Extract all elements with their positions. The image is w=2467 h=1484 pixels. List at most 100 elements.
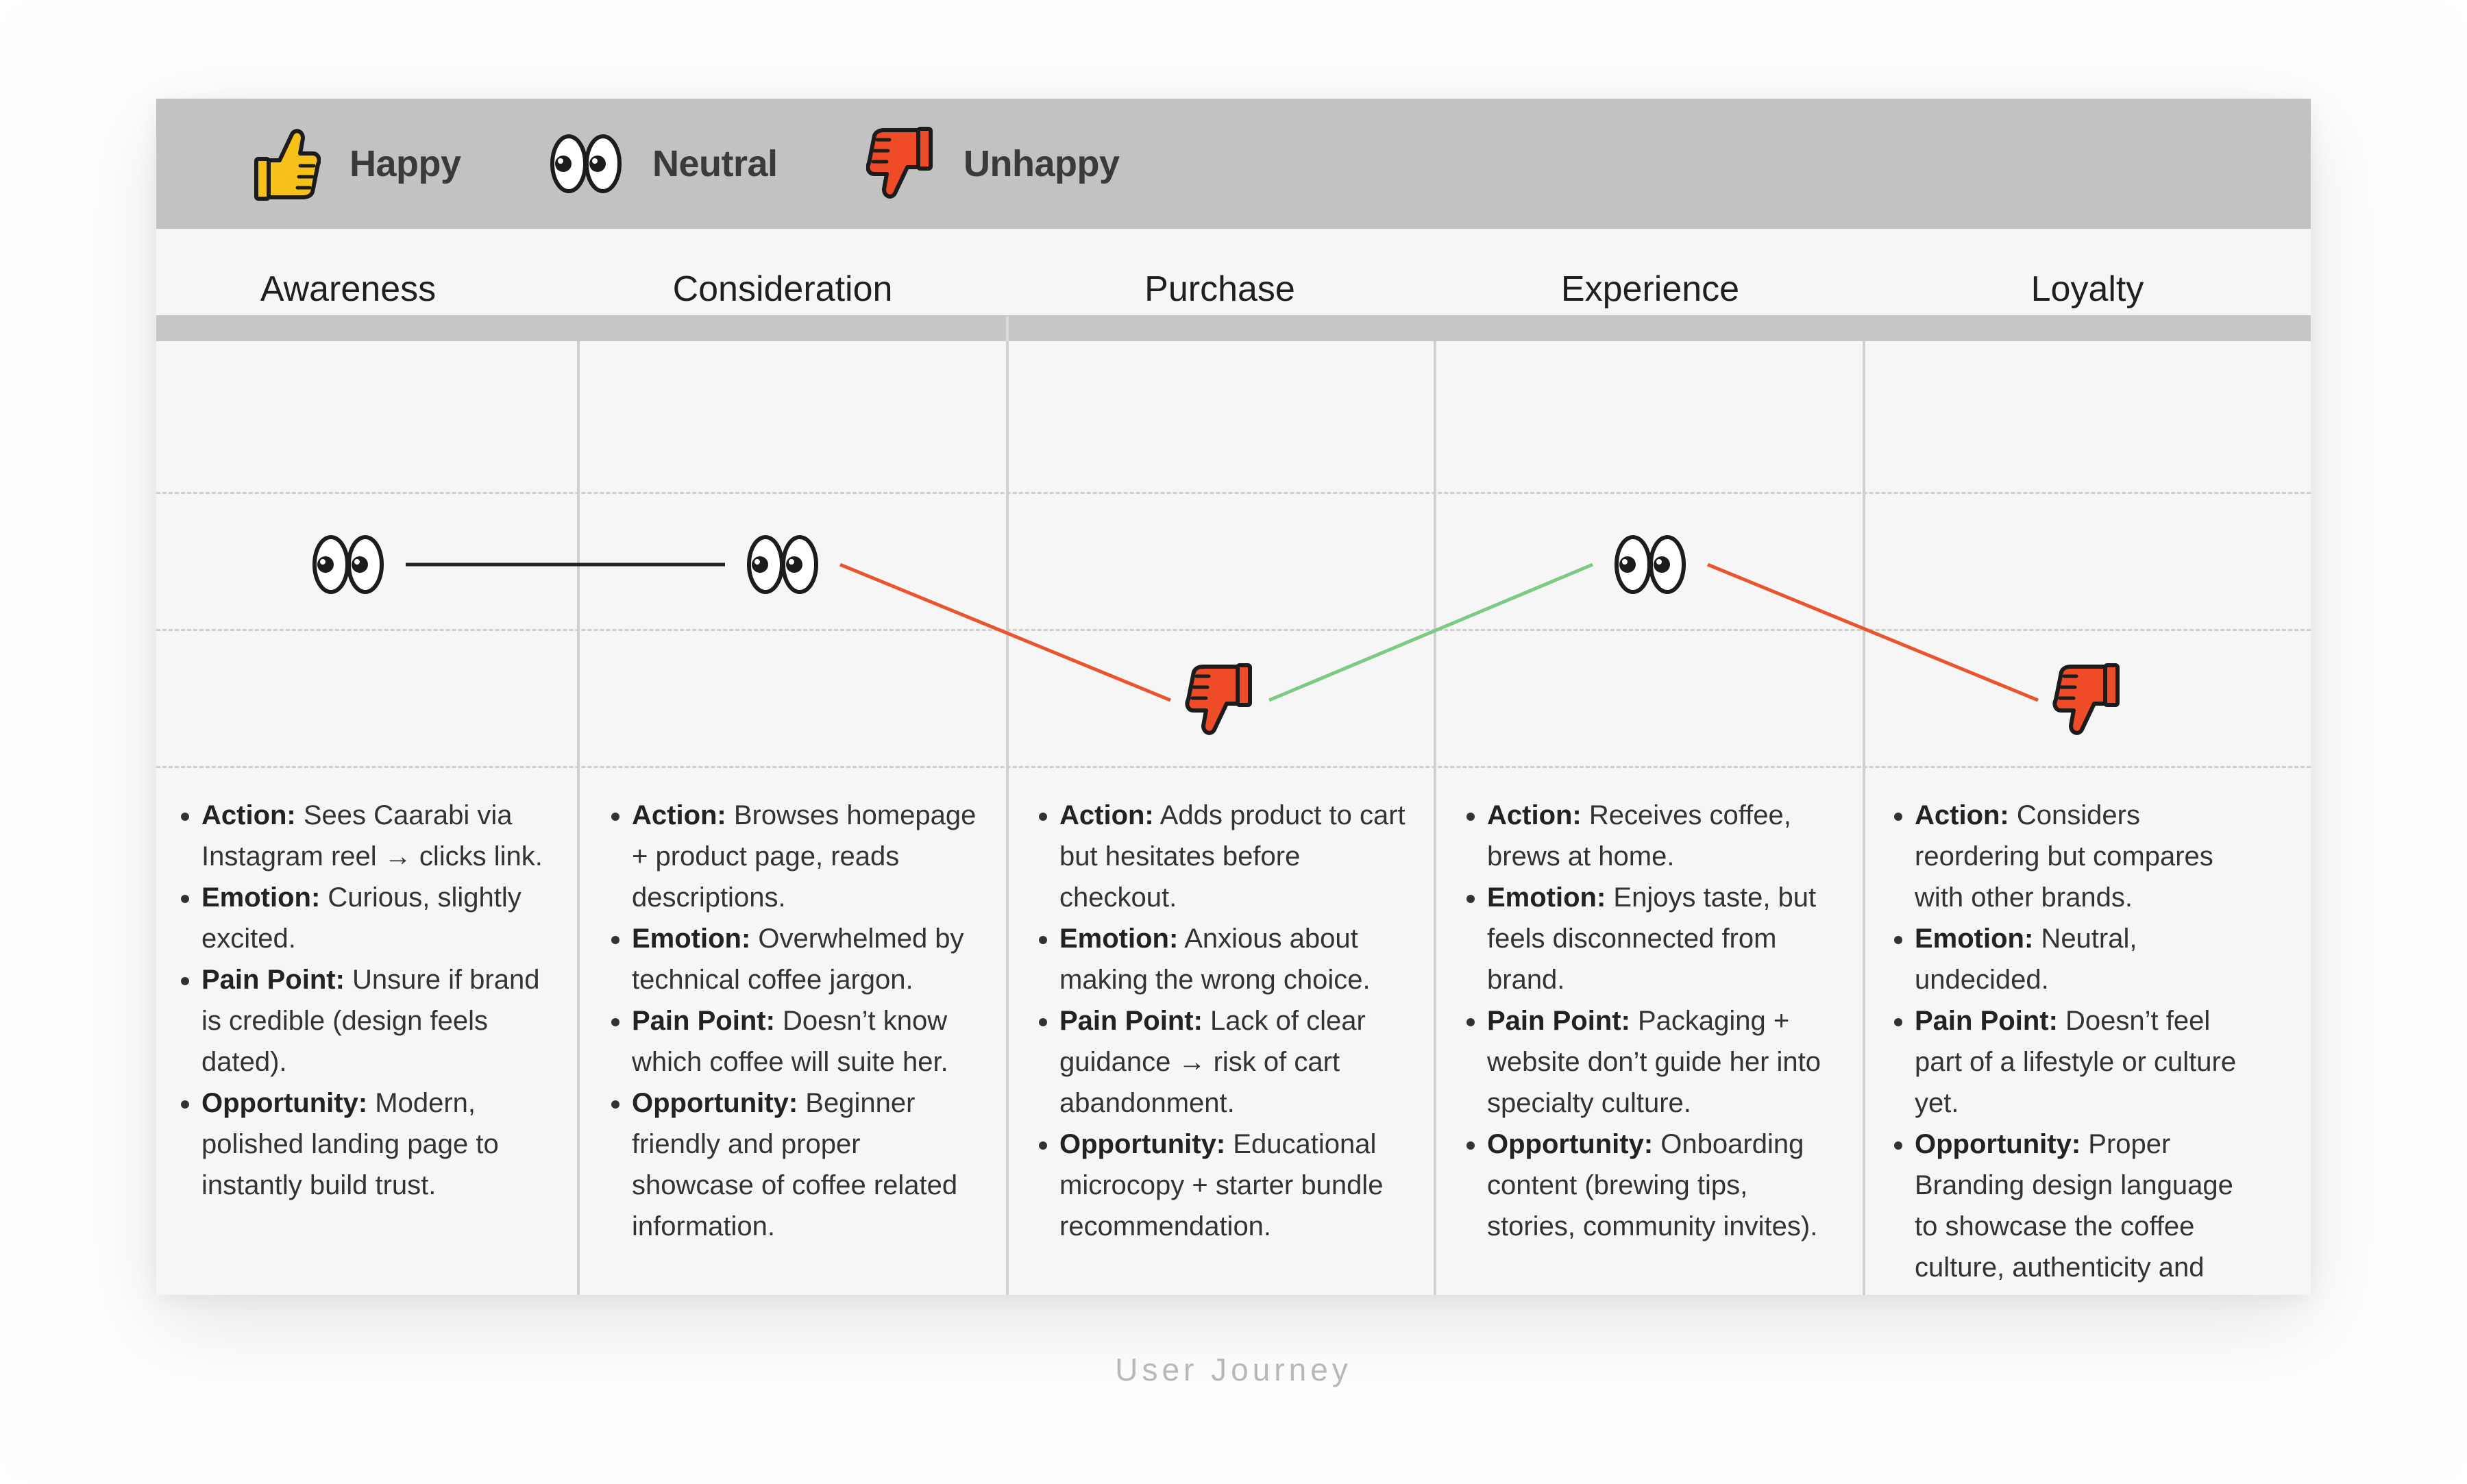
detail-item: Action: Sees Caarabi via Instagram reel …: [201, 795, 548, 877]
detail-item: Emotion: Enjoys taste, but feels disconn…: [1487, 877, 1834, 1000]
detail-text: Browses homepage + product page, reads d…: [632, 800, 977, 913]
detail-label: Emotion:: [201, 882, 321, 913]
detail-label: Pain Point:: [1059, 1006, 1203, 1036]
detail-item: Opportunity: Educational microcopy + sta…: [1059, 1124, 1406, 1247]
detail-label: Action:: [201, 800, 296, 830]
detail-text: Packaging + website don’t guide her into…: [1487, 1006, 1821, 1118]
detail-text: Curious, slightly excited.: [201, 882, 521, 954]
stage-details-consideration: Action: Browses homepage + product page,…: [595, 795, 979, 1247]
detail-item: Opportunity: Proper Branding design lang…: [1915, 1124, 2261, 1295]
detail-text: Educational microcopy + starter bundle r…: [1059, 1129, 1384, 1241]
legend-label: Unhappy: [964, 143, 1120, 184]
legend-label: Neutral: [652, 143, 778, 184]
detail-label: Pain Point:: [632, 1006, 775, 1036]
level-guide-neutral: [156, 629, 2311, 631]
detail-label: Pain Point:: [1487, 1006, 1630, 1036]
detail-label: Opportunity:: [1059, 1129, 1226, 1159]
detail-item: Opportunity: Onboarding content (brewing…: [1487, 1124, 1834, 1247]
eyes-icon: [747, 535, 818, 594]
detail-label: Pain Point:: [201, 965, 345, 995]
detail-text: Neutral, undecided.: [1915, 924, 2137, 995]
detail-text: Modern, polished landing page to instant…: [201, 1088, 499, 1200]
thumbs-down-icon: [2052, 663, 2120, 735]
detail-item: Action: Receives coffee, brews at home.: [1487, 795, 1834, 877]
detail-item: Pain Point: Doesn’t feel part of a lifes…: [1915, 1000, 2261, 1124]
detail-text: Sees Caarabi via Instagram reel → clicks…: [201, 800, 543, 871]
detail-list: Action: Sees Caarabi via Instagram reel …: [164, 795, 548, 1206]
stage-title-loyalty: Loyalty: [2030, 269, 2144, 309]
detail-label: Action:: [1059, 800, 1154, 830]
legend-happy: Happy: [252, 99, 461, 229]
detail-label: Opportunity:: [632, 1088, 798, 1118]
detail-item: Emotion: Overwhelmed by technical coffee…: [632, 918, 979, 1000]
emotion-legend: Happy Neutral Unhappy: [156, 99, 2311, 229]
eyes-icon: [312, 535, 384, 594]
eyes-icon: [550, 134, 622, 193]
legend-neutral: Neutral: [548, 99, 778, 229]
detail-text: Enjoys taste, but feels disconnected fro…: [1487, 882, 1817, 995]
detail-label: Emotion:: [1059, 924, 1179, 954]
detail-item: Emotion: Curious, slightly excited.: [201, 877, 548, 959]
detail-text: Onboarding content (brewing tips, storie…: [1487, 1129, 1818, 1241]
detail-list: Action: Receives coffee, brews at home.E…: [1450, 795, 1834, 1247]
journey-map-card: Happy Neutral Unhappy: [156, 99, 2311, 1295]
detail-label: Opportunity:: [1487, 1129, 1654, 1159]
detail-text: Doesn’t know which coffee will suite her…: [632, 1006, 948, 1077]
emotion-connector: [1707, 562, 2039, 702]
stage-title-purchase: Purchase: [1144, 269, 1295, 309]
detail-label: Action:: [632, 800, 726, 830]
detail-label: Pain Point:: [1915, 1006, 2058, 1036]
detail-list: Action: Adds product to cart but hesitat…: [1022, 795, 1406, 1247]
emotion-connector: [839, 562, 1171, 702]
detail-text: Lack of clear guidance → risk of cart ab…: [1059, 1006, 1366, 1118]
detail-list: Action: Considers reordering but compare…: [1878, 795, 2261, 1295]
detail-item: Pain Point: Lack of clear guidance → ris…: [1059, 1000, 1406, 1124]
legend-label: Happy: [349, 143, 461, 184]
detail-text: Unsure if brand is credible (design feel…: [201, 965, 540, 1077]
detail-list: Action: Browses homepage + product page,…: [595, 795, 979, 1247]
thumbs-down-icon: [866, 127, 933, 199]
detail-label: Action:: [1915, 800, 2009, 830]
detail-text: Anxious about making the wrong choice.: [1059, 924, 1371, 995]
detail-label: Action:: [1487, 800, 1582, 830]
level-guide-happy: [156, 492, 2311, 494]
detail-item: Emotion: Neutral, undecided.: [1915, 918, 2261, 1000]
detail-item: Opportunity: Beginner friendly and prope…: [632, 1083, 979, 1247]
stage-header-row: Awareness Consideration Purchase Experience…: [156, 229, 2311, 445]
detail-text: Considers reordering but compares with o…: [1915, 800, 2213, 913]
legend-unhappy: Unhappy: [866, 99, 1120, 229]
column-divider: [1006, 317, 1009, 341]
stage-title-experience: Experience: [1560, 269, 1740, 309]
detail-text: Adds product to cart but hesitates befor…: [1059, 800, 1406, 913]
detail-label: Emotion:: [1915, 924, 2034, 954]
stage-divider-bar: [156, 315, 2311, 341]
stage-details-loyalty: Action: Considers reordering but compare…: [1878, 795, 2261, 1295]
stage-details-awareness: Action: Sees Caarabi via Instagram reel …: [164, 795, 548, 1206]
column-divider: [577, 341, 580, 1295]
detail-item: Pain Point: Packaging + website don’t gu…: [1487, 1000, 1834, 1124]
detail-item: Pain Point: Unsure if brand is credible …: [201, 959, 548, 1083]
stage-title-consideration: Consideration: [672, 269, 893, 309]
detail-item: Pain Point: Doesn’t know which coffee wi…: [632, 1000, 979, 1083]
detail-text: Doesn’t feel part of a lifestyle or cult…: [1915, 1006, 2237, 1118]
stage-details-purchase: Action: Adds product to cart but hesitat…: [1022, 795, 1406, 1247]
column-divider: [1006, 341, 1009, 1295]
detail-text: Beginner friendly and proper showcase of…: [632, 1088, 958, 1241]
detail-item: Action: Adds product to cart but hesitat…: [1059, 795, 1406, 918]
figure-caption: User Journey: [1115, 1352, 1352, 1387]
detail-label: Opportunity:: [1915, 1129, 2081, 1159]
eyes-icon: [1615, 535, 1686, 594]
column-divider: [1434, 341, 1436, 1295]
detail-item: Action: Considers reordering but compare…: [1915, 795, 2261, 918]
stage-details-experience: Action: Receives coffee, brews at home.E…: [1450, 795, 1834, 1247]
detail-label: Emotion:: [632, 924, 751, 954]
detail-text: Overwhelmed by technical coffee jargon.: [632, 924, 964, 995]
detail-label: Emotion:: [1487, 882, 1606, 913]
detail-label: Opportunity:: [201, 1088, 368, 1118]
detail-item: Opportunity: Modern, polished landing pa…: [201, 1083, 548, 1206]
detail-text: Proper Branding design language to showc…: [1915, 1129, 2233, 1295]
detail-item: Action: Browses homepage + product page,…: [632, 795, 979, 918]
detail-item: Emotion: Anxious about making the wrong …: [1059, 918, 1406, 1000]
thumbs-down-icon: [1185, 663, 1252, 735]
stage-title-awareness: Awareness: [260, 269, 437, 309]
